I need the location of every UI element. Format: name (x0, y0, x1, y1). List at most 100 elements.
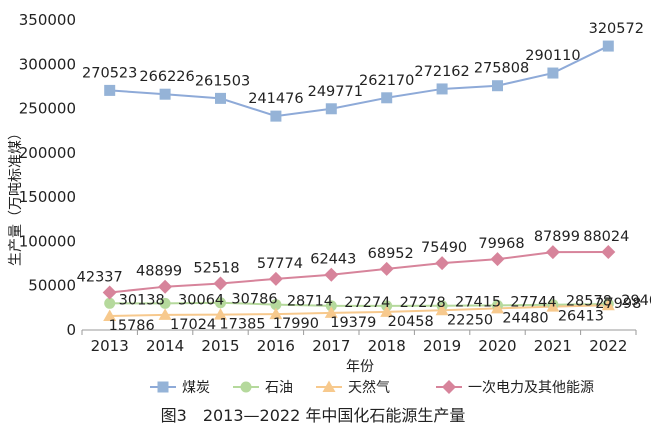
series-1-marker (270, 299, 282, 311)
legend-marker-0 (157, 381, 169, 393)
series-0-data-label: 261503 (195, 73, 250, 89)
figure-caption: 图3 2013—2022 年中国化石能源生产量 (161, 406, 466, 425)
series-3-marker (435, 256, 450, 271)
series-0-marker (104, 84, 116, 96)
series-0-data-label: 320572 (589, 21, 644, 37)
series-1-data-label: 27278 (400, 295, 446, 311)
y-tick-label: 250000 (19, 100, 76, 118)
series-2-marker (269, 307, 283, 320)
series-1-data-label: 30138 (119, 292, 165, 308)
series-0-data-label: 266226 (139, 69, 194, 85)
y-tick-label: 350000 (19, 11, 76, 29)
series-3-marker (379, 261, 394, 276)
series-1-data-label: 28714 (287, 294, 333, 310)
series-1-data-label: 28578 (566, 294, 612, 310)
series-2-marker (546, 300, 560, 312)
y-tick-label: 300000 (19, 55, 76, 73)
legend-label-0: 煤炭 (182, 380, 210, 396)
series-3-data-label: 79968 (478, 236, 524, 252)
series-2-marker (435, 303, 449, 316)
series-3-data-label: 57774 (257, 256, 303, 272)
series-markers (102, 40, 616, 322)
series-3-marker (324, 267, 339, 282)
x-tick-label: 2020 (478, 337, 516, 355)
series-2-data-label: 17385 (219, 317, 265, 333)
series-2-data-label: 27998 (595, 296, 641, 312)
series-2-data-label: 19379 (330, 315, 376, 331)
series-3-marker (601, 245, 616, 260)
series-2-marker (158, 308, 172, 320)
series-2-data-label: 22250 (447, 312, 493, 328)
series-1-marker (325, 300, 337, 312)
series-0-marker (215, 92, 226, 104)
series-0-data-label: 290110 (525, 48, 580, 64)
series-0-marker (381, 92, 393, 104)
x-tick-label: 2017 (312, 337, 350, 355)
y-tick-label: 100000 (19, 232, 76, 250)
series-1-data-label: 27744 (510, 294, 556, 310)
series-1-data-label: 27274 (344, 295, 390, 311)
series-1-data-label: 27415 (455, 295, 501, 311)
y-tick-label: 0 (66, 321, 76, 339)
series-2-marker (491, 301, 504, 314)
series-0-marker (270, 110, 282, 122)
x-tick-label: 2019 (423, 337, 461, 355)
series-2-marker (601, 298, 615, 311)
series-2-data-label: 20458 (388, 314, 434, 330)
series-1-marker (215, 297, 226, 309)
y-tick-labels: 0 50000 100000 150000 200000 250000 300000 3500… (19, 11, 76, 339)
legend-label-1: 石油 (265, 380, 293, 396)
series-1-line (109, 301, 609, 307)
series-0-data-label: 241476 (248, 91, 303, 107)
y-tick-label: 50000 (28, 277, 76, 295)
series-3-data-label: 75490 (421, 240, 467, 256)
series-3-data-label: 42337 (77, 270, 123, 286)
series-3-data-label: 87899 (534, 229, 580, 245)
x-tick-label: 2013 (91, 337, 129, 355)
x-axis-label: 年份 (346, 359, 374, 375)
legend-marker-1 (240, 381, 252, 393)
series-0-marker (325, 103, 337, 115)
series-2-marker (380, 305, 394, 317)
series-3-data-label: 48899 (136, 264, 182, 280)
y-axis-label: 生产量（万吨标准煤） (8, 126, 24, 266)
series-1-data-label: 30064 (178, 292, 224, 308)
x-tick-labels: 2013 2014 2015 2016 2017 2018 2019 2020 2021 2022 (91, 337, 628, 355)
series-3-marker (158, 279, 173, 294)
chart-legend: 煤炭 石油 天然气 一次电力及其他能源 (150, 379, 594, 396)
series-2-marker (324, 306, 338, 318)
series-0-line (109, 45, 609, 118)
series-1-data-label: 29407 (621, 293, 651, 309)
series-0-marker (602, 40, 614, 52)
y-tick-label: 200000 (19, 144, 76, 162)
x-tick-label: 2018 (368, 337, 406, 355)
series-3-marker (545, 245, 560, 260)
series-3-data-label: 68952 (368, 246, 414, 262)
series-0-data-label: 272162 (414, 64, 469, 80)
series-0-data-label: 270523 (82, 65, 137, 81)
series-3-line (109, 251, 609, 294)
series-2-data-label: 15786 (109, 318, 155, 334)
series-2-data-label: 26413 (558, 309, 604, 325)
series-3-data-label: 88024 (583, 229, 629, 245)
series-0-marker (159, 88, 171, 100)
series-lines (109, 45, 609, 318)
series-0-marker (547, 67, 559, 79)
y-tick-label: 150000 (19, 188, 76, 206)
series-3-marker (102, 285, 117, 300)
series-3-data-label: 52518 (193, 260, 239, 276)
series-0-data-label: 275808 (474, 61, 529, 77)
data-labels: 270523 266226 261503 241476 2497712621702721… (77, 21, 651, 334)
x-tick-label: 2015 (201, 337, 239, 355)
series-0-data-label: 262170 (359, 73, 414, 89)
series-2-line (109, 304, 609, 318)
x-tick-label: 2016 (257, 337, 295, 355)
series-3-data-label: 62443 (310, 252, 356, 268)
legend-label-3: 一次电力及其他能源 (468, 380, 594, 396)
legend-marker-2 (322, 380, 336, 392)
series-1-marker (104, 297, 116, 309)
series-1-data-label: 30786 (231, 292, 277, 308)
series-0-data-label: 249771 (308, 84, 363, 100)
series-3-marker (268, 271, 283, 286)
